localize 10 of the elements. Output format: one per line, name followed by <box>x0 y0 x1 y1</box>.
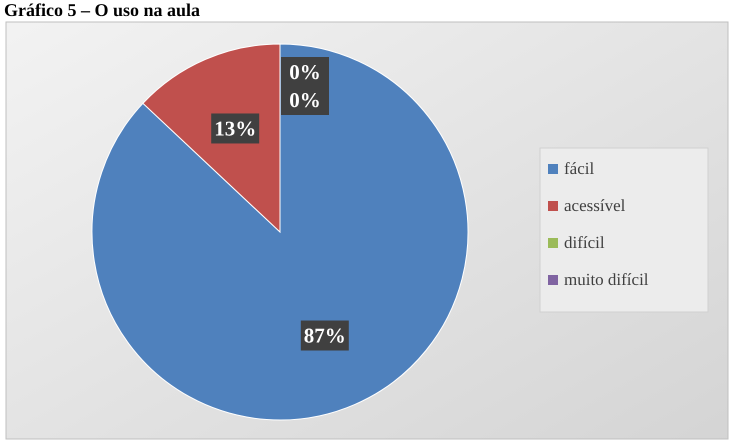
pie-slice <box>92 44 468 420</box>
legend-label: muito difícil <box>564 270 649 289</box>
text: 0% <box>289 88 321 112</box>
text: 0% <box>289 60 321 84</box>
legend-label: acessível <box>564 196 626 215</box>
data-label: 13% <box>214 116 256 140</box>
legend-label: difícil <box>564 233 605 252</box>
data-label: 87% <box>304 324 346 348</box>
slice-label: fácil <box>564 159 594 178</box>
chart-title: Gráfico 5 – O uso na aula <box>4 0 200 20</box>
